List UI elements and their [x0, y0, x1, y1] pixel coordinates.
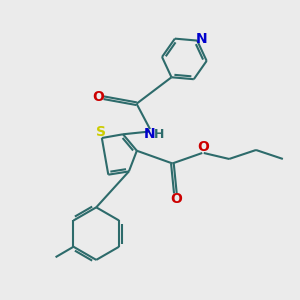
Text: O: O: [170, 192, 182, 206]
Text: O: O: [92, 90, 104, 104]
Text: H: H: [154, 128, 165, 141]
Text: N: N: [144, 128, 155, 142]
Text: S: S: [96, 125, 106, 139]
Text: O: O: [197, 140, 209, 154]
Text: N: N: [195, 32, 207, 46]
